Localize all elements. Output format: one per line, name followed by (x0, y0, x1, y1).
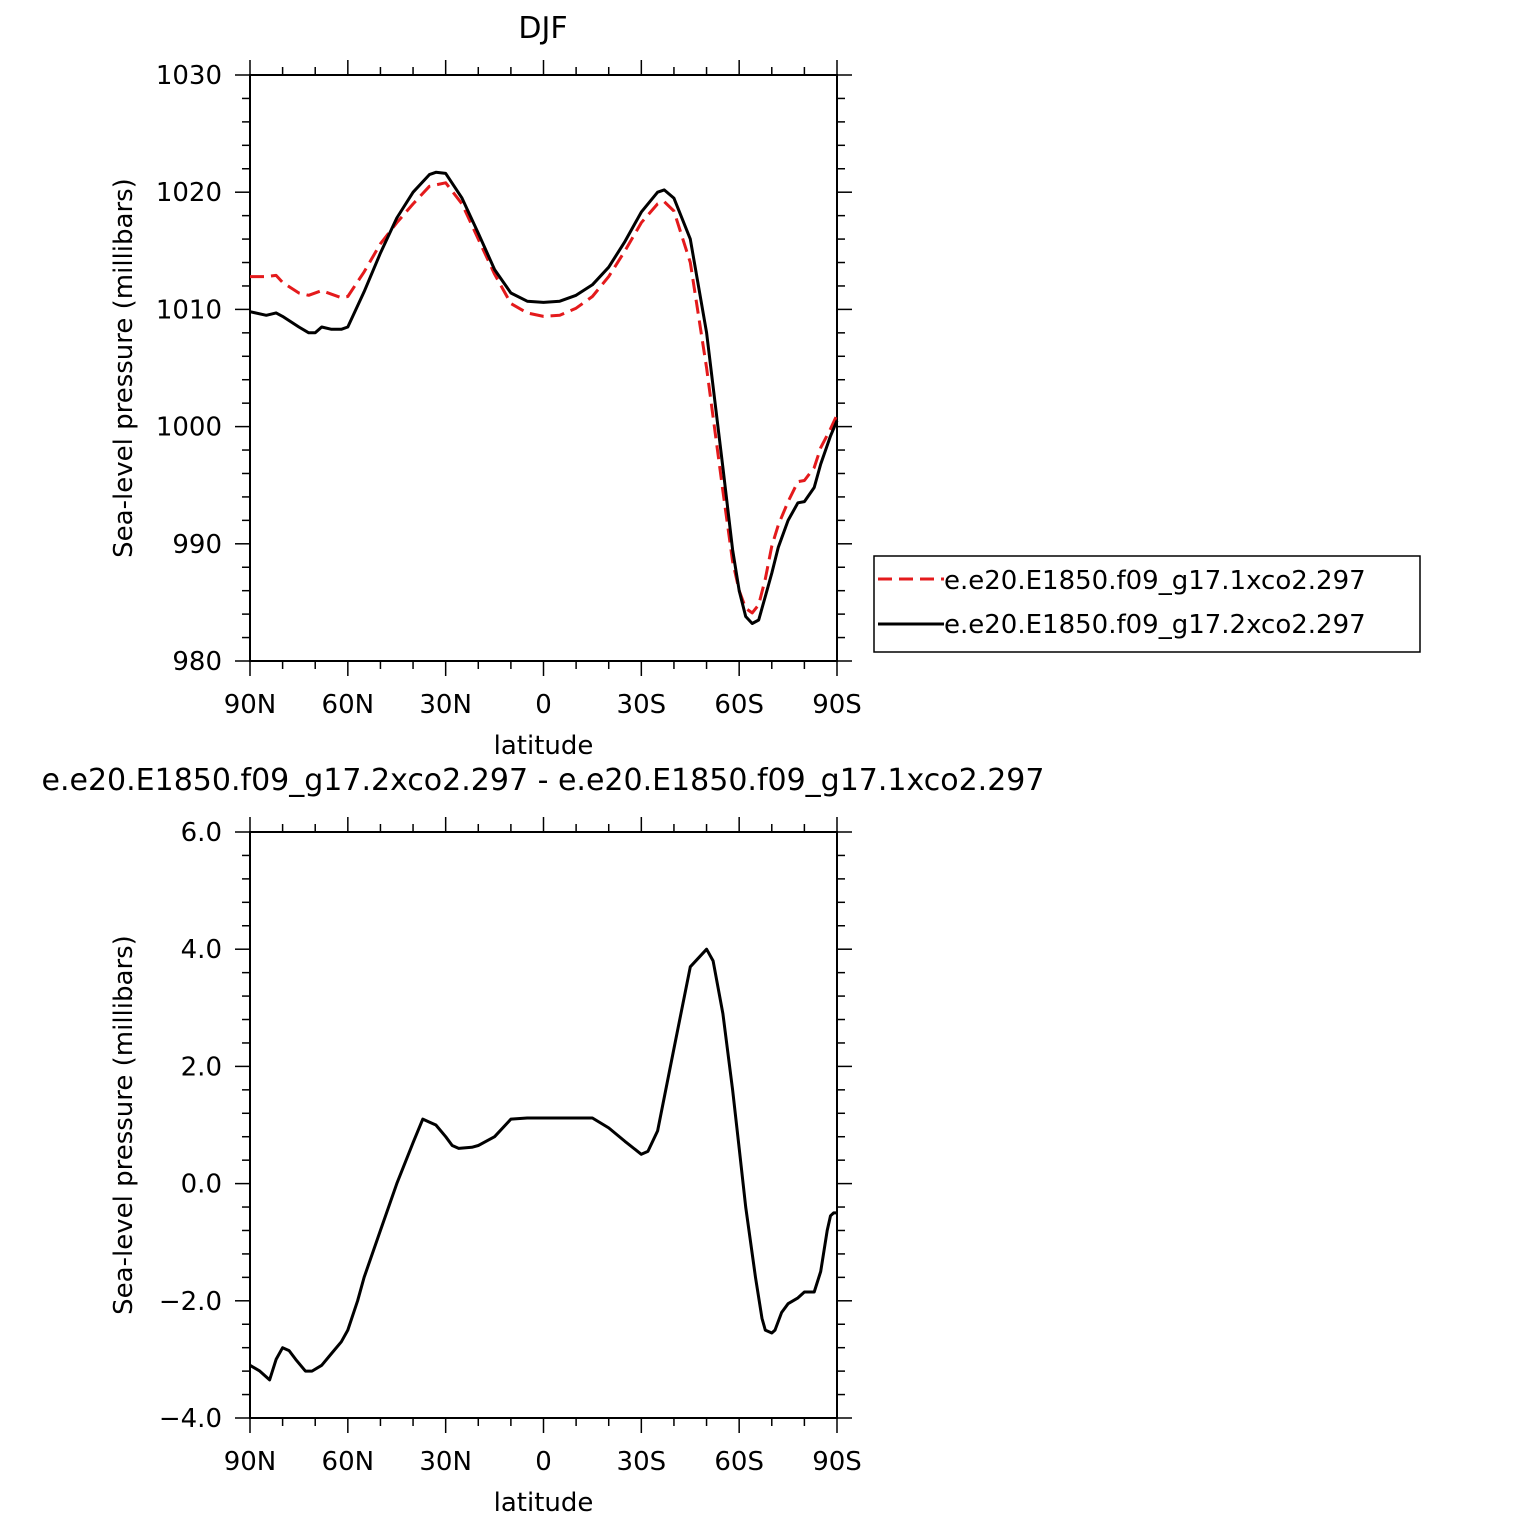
y-tick-label: 2.0 (181, 1052, 222, 1082)
x-tick-label: 30S (617, 1447, 667, 1477)
x-tick-label: 90N (224, 690, 277, 720)
bottom-panel-title: e.e20.E1850.f09_g17.2xco2.297 - e.e20.E1… (42, 763, 1045, 798)
y-axis-title: Sea-level pressure (millibars) (109, 178, 139, 558)
y-tick-label: 1000 (156, 413, 222, 443)
x-tick-label: 60S (714, 690, 764, 720)
y-tick-label: 1020 (156, 178, 222, 208)
y-tick-label: 0.0 (181, 1170, 222, 1200)
x-tick-label: 60N (322, 1447, 375, 1477)
plot-frame (249, 831, 838, 1419)
x-tick-label: 60S (714, 1447, 764, 1477)
top-panel-title: DJF (518, 11, 567, 46)
y-tick-label: −2.0 (159, 1287, 222, 1317)
x-tick-label: 90S (812, 690, 862, 720)
x-tick-label: 90N (224, 1447, 277, 1477)
y-tick-label: −4.0 (159, 1404, 222, 1434)
x-tick-label: 90S (812, 1447, 862, 1477)
series-line-1 (249, 947, 837, 1382)
legend-label-series-2: e.e20.E1850.f09_g17.2xco2.297 (944, 610, 1366, 640)
y-tick-label: 990 (172, 530, 222, 560)
x-axis-title: latitude (494, 731, 594, 761)
y-tick-label: 980 (172, 647, 222, 677)
x-tick-label: 60N (322, 690, 375, 720)
y-tick-label: 4.0 (181, 935, 222, 965)
y-tick-label: 1010 (156, 295, 222, 325)
x-tick-label: 30N (419, 1447, 472, 1477)
bottom-panel: −4.0 −2.0 0.0 2.0 4.0 6.0 90N 60N 30N 0 30S 60S 90S l… (109, 817, 862, 1518)
legend: e.e20.E1850.f09_g17.1xco2.297 e.e20.E185… (873, 555, 1421, 653)
x-tick-label: 0 (535, 690, 552, 720)
plot-frame (249, 74, 838, 662)
top-panel: 980 990 1000 1010 1020 1030 90N 60N 30N 0 30S 60S 90… (109, 60, 862, 761)
x-tick-label: 0 (535, 1447, 552, 1477)
series-line-1 (250, 181, 839, 615)
series-line-2 (249, 170, 839, 625)
y-tick-label: 1030 (156, 61, 222, 91)
x-tick-label: 30S (617, 690, 667, 720)
y-tick-label: 6.0 (181, 818, 222, 848)
y-axis-title: Sea-level pressure (millibars) (109, 935, 139, 1315)
legend-box (873, 555, 1421, 653)
x-tick-label: 30N (419, 690, 472, 720)
legend-label-series-1: e.e20.E1850.f09_g17.1xco2.297 (944, 566, 1366, 596)
x-axis-title: latitude (494, 1488, 594, 1518)
